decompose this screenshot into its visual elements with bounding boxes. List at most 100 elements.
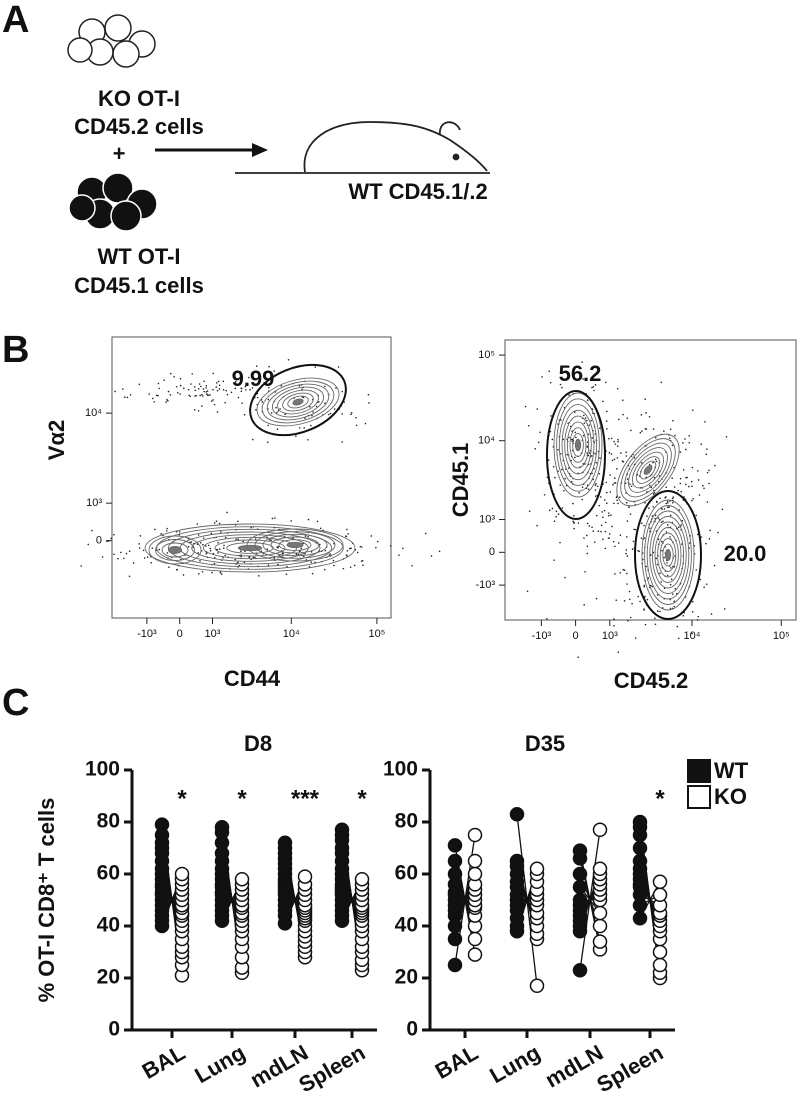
event-dot: [594, 384, 597, 386]
x-tick-label: Spleen: [294, 1040, 369, 1098]
event-dot: [266, 548, 269, 550]
ko-dot: [354, 871, 370, 887]
x-tick-label: BAL: [431, 1040, 483, 1084]
event-dot: [602, 400, 604, 403]
event-dot: [586, 552, 589, 555]
y-tick-label: -10³: [475, 579, 495, 591]
event-dot: [199, 560, 201, 562]
contour: [662, 543, 674, 567]
x-tick-label: 10⁴: [283, 628, 300, 640]
event-dot: [367, 393, 370, 396]
event-dot: [563, 378, 566, 380]
event-dot: [561, 468, 563, 471]
ko-dot: [592, 822, 608, 838]
event-dot: [610, 514, 612, 516]
event-dot: [590, 455, 593, 457]
contour: [292, 398, 304, 406]
event-dot: [218, 388, 221, 390]
event-dot: [584, 417, 587, 419]
event-dot: [212, 372, 214, 375]
event-dot: [359, 545, 362, 548]
event-dot: [298, 426, 301, 429]
y-tick-label: 40: [97, 914, 120, 937]
event-dot: [252, 556, 255, 559]
event-dot: [550, 415, 552, 417]
event-dot: [644, 427, 647, 430]
event-dot: [684, 438, 686, 440]
event-dot: [677, 489, 680, 492]
contour: [148, 535, 202, 565]
event-dot: [128, 550, 131, 553]
event-dot: [125, 552, 128, 555]
event-dot: [284, 413, 286, 416]
event-dot: [235, 538, 237, 541]
event-dot: [290, 520, 292, 522]
event-dot: [551, 438, 554, 441]
event-dot: [187, 545, 190, 548]
event-dot: [217, 541, 219, 544]
event-dot: [223, 544, 225, 547]
event-dot: [154, 528, 156, 531]
event-dot: [613, 458, 616, 461]
event-dot: [654, 514, 657, 517]
ko-dot: [467, 931, 483, 947]
event-dot: [656, 594, 659, 596]
event-dot: [620, 452, 622, 454]
event-dot: [537, 441, 540, 444]
event-dot: [216, 548, 219, 551]
event-dot: [559, 383, 562, 386]
event-dot: [600, 524, 603, 527]
event-dot: [555, 510, 558, 513]
event-dot: [652, 551, 655, 554]
event-dot: [597, 530, 600, 532]
event-dot: [643, 584, 646, 587]
event-dot: [546, 617, 548, 620]
event-dot: [205, 384, 208, 387]
event-dot: [295, 553, 298, 556]
event-dot: [205, 387, 207, 389]
event-dot: [626, 520, 629, 522]
event-dot: [165, 401, 167, 403]
event-dot: [574, 456, 576, 459]
x-tick-label: 10³: [602, 630, 618, 642]
event-dot: [685, 448, 687, 451]
event-dot: [613, 477, 616, 479]
event-dot: [267, 424, 270, 427]
plus-sign: +: [113, 141, 126, 166]
wt-dot: [632, 840, 648, 856]
event-dot: [151, 397, 154, 400]
y-tick-label: 20: [395, 966, 418, 989]
event-dot: [355, 424, 358, 427]
event-dot: [341, 413, 344, 415]
x-tick-label: 0: [573, 630, 579, 642]
event-dot: [201, 570, 204, 573]
event-dot: [666, 574, 669, 577]
x-tick-label: -10³: [532, 630, 552, 642]
event-dot: [298, 550, 301, 553]
event-dot: [307, 535, 309, 538]
event-dot: [139, 535, 142, 537]
event-dot: [688, 485, 690, 488]
event-dot: [625, 501, 628, 504]
event-dot: [665, 531, 668, 533]
wt-dot: [572, 923, 588, 939]
event-dot: [217, 380, 220, 383]
event-dot: [128, 575, 131, 578]
y-axis-label: CD45.1: [448, 443, 473, 518]
event-dot: [176, 568, 178, 571]
event-dot: [304, 535, 307, 537]
event-dot: [639, 431, 642, 434]
event-dot: [120, 551, 122, 554]
event-dot: [563, 489, 565, 492]
significance: ***: [291, 785, 320, 812]
event-dot: [356, 551, 359, 554]
event-dot: [255, 384, 258, 386]
event-dot: [609, 474, 611, 476]
event-dot: [652, 428, 655, 430]
event-dot: [226, 511, 228, 514]
wt-dot: [572, 879, 588, 895]
ko-dot: [174, 866, 190, 882]
event-dot: [663, 508, 666, 510]
event-dot: [677, 526, 680, 529]
